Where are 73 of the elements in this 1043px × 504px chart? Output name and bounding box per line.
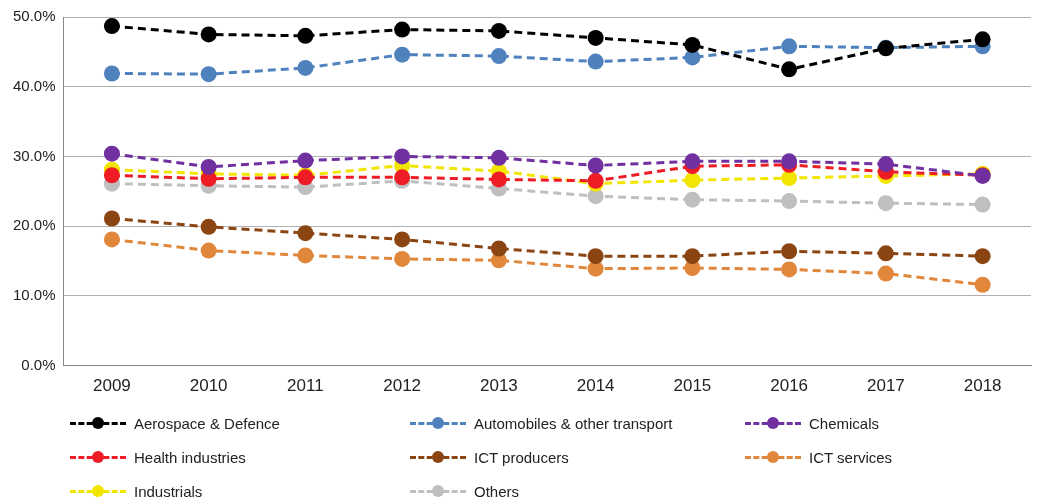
legend-label: Industrials [134,482,203,500]
y-tick-label: 20.0% [12,216,56,234]
point [877,265,894,282]
x-tick-label: 2016 [770,376,809,396]
point [490,171,507,188]
point [490,240,507,257]
point [103,210,120,227]
point [877,245,894,262]
point [297,59,314,76]
legend-label: ICT services [809,448,893,466]
point [490,149,507,166]
x-tick-label: 2011 [287,376,324,396]
point [394,46,411,63]
y-tick-label: 10.0% [12,286,56,304]
point [684,191,701,208]
point [200,66,217,83]
point [781,170,798,187]
point [781,61,798,78]
point [394,21,411,38]
x-tick-label: 2010 [189,376,228,396]
point [684,36,701,53]
point [490,22,507,39]
point [200,158,217,175]
point [877,156,894,173]
y-tick-label: 30.0% [12,146,56,164]
legend-label: Automobiles & other transport [474,414,673,432]
point [781,193,798,210]
point [587,157,604,174]
point [587,53,604,70]
legend-label: Aerospace & Defence [134,414,280,432]
point [103,167,120,184]
point [974,31,991,48]
point [974,196,991,213]
y-tick-label: 40.0% [12,76,56,94]
point [781,243,798,260]
point [587,29,604,46]
point [297,225,314,242]
y-tick-label: 50.0% [12,7,56,25]
point [103,65,120,82]
point [394,231,411,248]
x-tick-label: 2017 [866,376,905,396]
legend-label: Health industries [134,448,246,466]
point [587,248,604,265]
point [103,18,120,35]
x-tick-label: 2009 [92,376,131,396]
point [200,218,217,235]
x-tick-label: 2012 [383,376,422,396]
point [684,153,701,170]
y-tick-label: 0.0% [21,355,56,373]
point [877,195,894,212]
point [781,261,798,278]
point [781,38,798,55]
point [490,48,507,65]
point [684,248,701,265]
legend-label: Others [474,482,520,500]
point [297,27,314,44]
point [394,148,411,165]
point [103,231,120,248]
point [974,276,991,293]
legend-label: Chemicals [809,414,880,432]
x-tick-label: 2013 [479,376,518,396]
point [297,247,314,264]
x-tick-label: 2014 [576,376,615,396]
point [200,26,217,43]
point [684,172,701,189]
point [974,248,991,265]
point [103,145,120,162]
legend-label: ICT producers [474,448,569,466]
point [394,250,411,267]
point [297,152,314,169]
point [200,242,217,259]
x-tick-label: 2015 [673,376,712,396]
x-tick-label: 2018 [963,376,1002,396]
